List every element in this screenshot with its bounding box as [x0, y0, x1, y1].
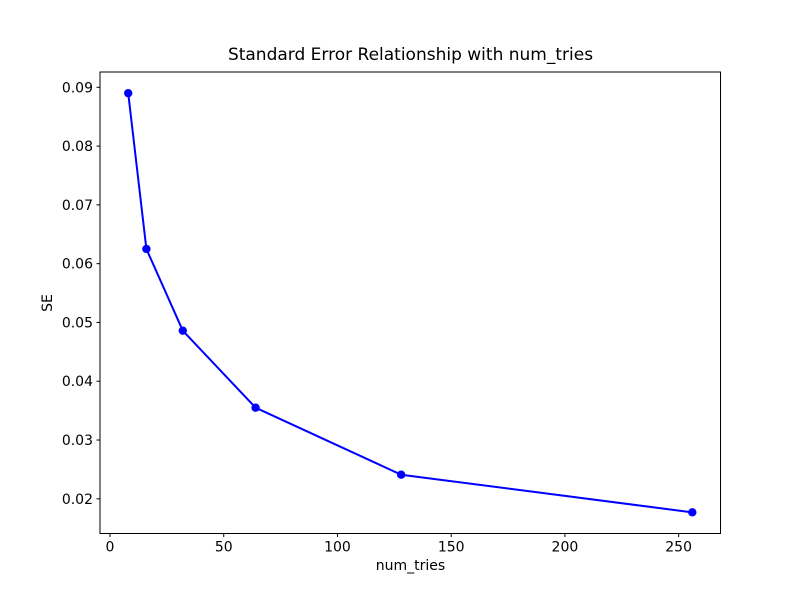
x-tick-label: 0	[106, 540, 115, 556]
axes-frame	[99, 71, 721, 534]
data-point-marker	[124, 88, 133, 98]
y-tick-label: 0.06	[62, 257, 93, 273]
x-tick-label: 200	[552, 540, 579, 556]
x-axis-label: num_tries	[375, 558, 446, 574]
chart-title: Standard Error Relationship with num_tri…	[227, 45, 594, 65]
y-tick-label: 0.07	[62, 198, 93, 214]
x-tick-label: 250	[665, 540, 692, 556]
data-point-marker	[178, 326, 187, 335]
y-axis-label: SE	[40, 294, 56, 312]
data-point-marker	[396, 470, 406, 479]
data-line	[127, 92, 694, 514]
y-tick-label: 0.05	[62, 315, 93, 331]
data-point-marker	[251, 403, 260, 412]
y-tick-label: 0.03	[62, 433, 93, 449]
y-tick-label: 0.09	[62, 80, 93, 96]
y-tick-label: 0.02	[62, 492, 93, 508]
data-point-marker	[688, 508, 697, 517]
data-point-marker	[142, 244, 151, 254]
x-tick-label: 100	[324, 540, 351, 556]
y-tick-label: 0.04	[62, 374, 93, 390]
x-tick-label: 50	[215, 540, 233, 556]
y-tick-label: 0.08	[62, 139, 93, 155]
x-tick-label: 150	[438, 540, 465, 556]
